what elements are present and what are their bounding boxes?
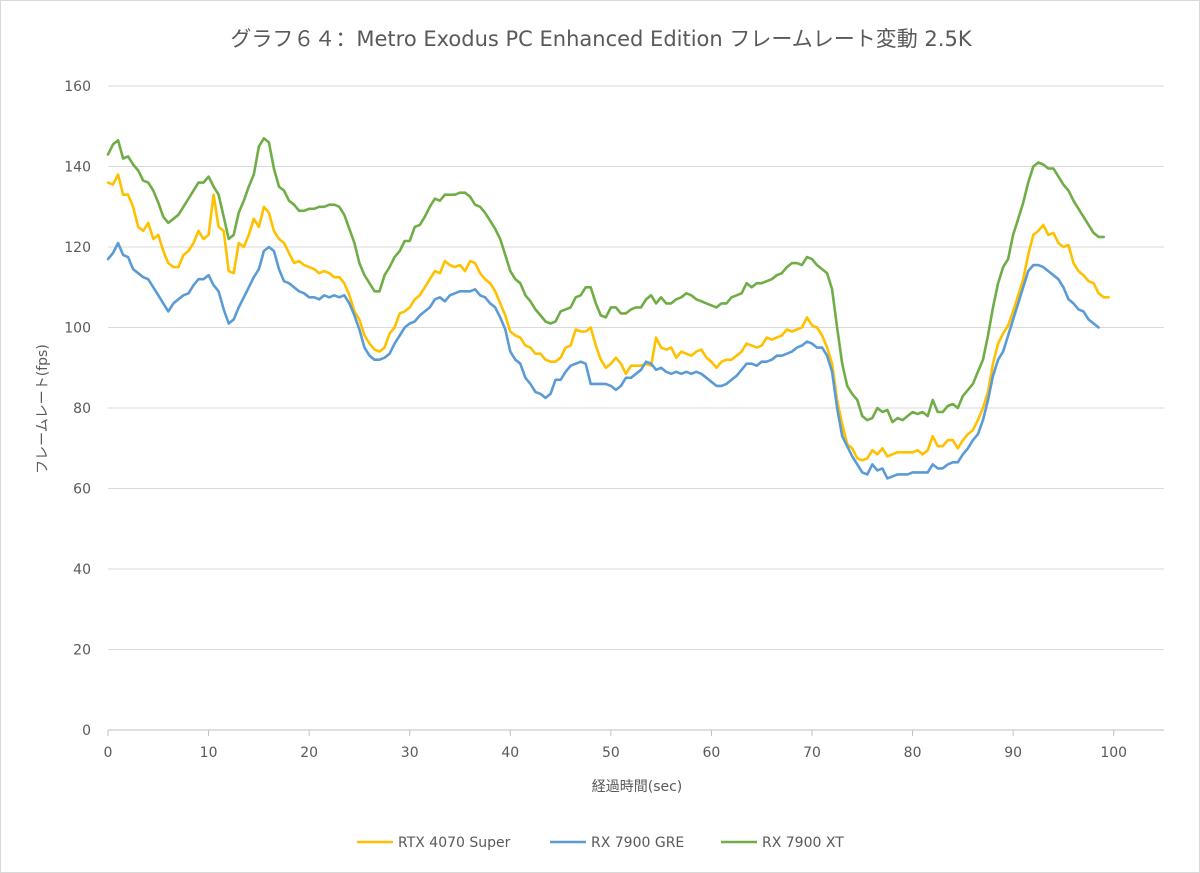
series-line-2	[106, 241, 1100, 480]
y-axis-label: フレームレート(fps)	[35, 344, 51, 474]
series-line-1	[106, 173, 1110, 462]
y-tick-label: 40	[73, 562, 91, 578]
x-tick-label: 90	[1004, 745, 1022, 761]
y-tick-label: 80	[73, 401, 91, 417]
gridlines	[108, 85, 1164, 731]
y-tick-label: 60	[73, 482, 91, 498]
x-axis-ticks: 0 10 20 30 40 50 60 70 80 90 100	[104, 730, 1127, 761]
y-tick-label: 100	[64, 321, 91, 337]
x-tick-label: 80	[904, 745, 922, 761]
y-tick-label: 160	[64, 79, 91, 95]
x-tick-label: 0	[104, 745, 113, 761]
x-tick-label: 50	[602, 745, 620, 761]
x-axis-label: 経過時間(sec)	[592, 779, 683, 795]
legend-label-3: RX 7900 XT	[762, 835, 844, 851]
y-tick-label: 20	[73, 643, 91, 659]
legend-label-1: RTX 4070 Super	[398, 835, 511, 851]
y-tick-label: 140	[64, 160, 91, 176]
x-tick-label: 60	[703, 745, 721, 761]
y-axis-ticks: 0 20 40 60 80 100 120 140 160	[64, 79, 91, 739]
x-tick-label: 40	[501, 745, 519, 761]
series-lines	[106, 137, 1110, 480]
x-tick-label: 30	[401, 745, 419, 761]
legend-label-2: RX 7900 GRE	[591, 835, 684, 851]
x-tick-label: 100	[1100, 745, 1127, 761]
x-tick-label: 10	[200, 745, 218, 761]
x-tick-label: 20	[300, 745, 318, 761]
series-line-3	[106, 137, 1105, 424]
x-tick-label: 70	[803, 745, 821, 761]
legend: RTX 4070 Super RX 7900 GRE RX 7900 XT	[357, 835, 844, 851]
y-tick-label: 120	[64, 240, 91, 256]
y-tick-label: 0	[82, 723, 91, 739]
chart-title: グラフ６４：Metro Exodus PC Enhanced Edition フ…	[230, 27, 972, 51]
